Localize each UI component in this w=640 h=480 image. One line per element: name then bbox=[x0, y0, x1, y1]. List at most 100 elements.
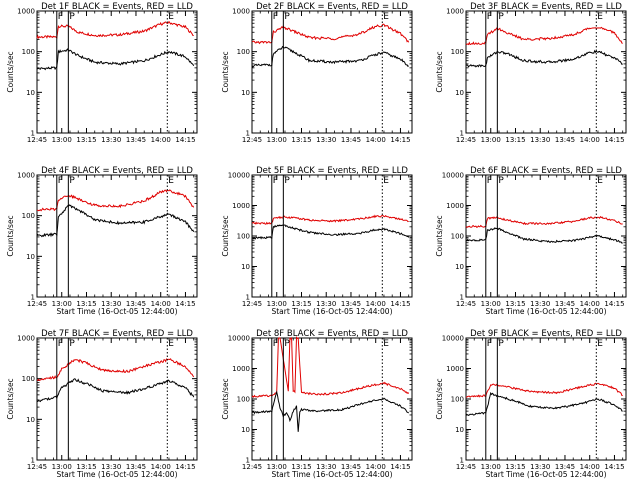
marker-label-F: F bbox=[273, 176, 278, 186]
x-tick-label: 13:00 bbox=[267, 136, 287, 144]
x-tick-label: 13:45 bbox=[126, 463, 146, 471]
lld-series-line bbox=[251, 214, 409, 225]
marker-label-F: F bbox=[487, 339, 492, 349]
y-tick-label: 1000 bbox=[232, 365, 250, 373]
x-tick-label: 13:30 bbox=[316, 136, 336, 144]
y-tick-label: 1 bbox=[31, 294, 35, 302]
x-tick-label: 13:00 bbox=[481, 136, 501, 144]
y-tick-label: 10000 bbox=[442, 172, 464, 180]
x-tick-label: 14:00 bbox=[580, 300, 600, 308]
panel-title: Det 8F BLACK = Events, RED = LLD bbox=[256, 329, 408, 339]
plot-frame bbox=[251, 10, 413, 134]
y-axis-label: Counts/sec bbox=[435, 51, 444, 92]
marker-label-P: P bbox=[284, 12, 290, 22]
x-axis-label: Start Time (16-Oct-05 12:44:00) bbox=[271, 470, 392, 479]
y-tick-label: 10 bbox=[241, 89, 250, 97]
y-axis-label: Counts/sec bbox=[221, 215, 230, 256]
marker-label-F: F bbox=[58, 339, 63, 349]
lld-series-line bbox=[36, 358, 195, 382]
x-tick-label: 13:15 bbox=[291, 300, 311, 308]
y-tick-label: 100 bbox=[451, 48, 464, 56]
events-series-line bbox=[251, 390, 409, 432]
y-axis-label: Counts/sec bbox=[6, 51, 15, 92]
y-tick-label: 1 bbox=[460, 457, 464, 465]
panel-title: Det 4F BLACK = Events, RED = LLD bbox=[41, 166, 193, 176]
marker-label-E: E bbox=[383, 12, 389, 22]
x-tick-label: 13:30 bbox=[101, 463, 121, 471]
x-axis-label: Start Time (16-Oct-05 12:44:00) bbox=[56, 307, 177, 316]
x-tick-label: 13:15 bbox=[76, 136, 96, 144]
y-tick-label: 1 bbox=[246, 294, 250, 302]
x-tick-label: 12:45 bbox=[456, 300, 476, 308]
panel-det-1: Det 1F BLACK = Events, RED = LLD 1 10 100 10… bbox=[6, 2, 198, 144]
x-tick-label: 13:45 bbox=[341, 463, 361, 471]
plot-frame bbox=[251, 337, 413, 461]
marker-label-E: E bbox=[597, 339, 603, 349]
y-tick-label: 1000 bbox=[232, 8, 250, 16]
events-series-line bbox=[36, 378, 195, 403]
x-tick-label: 13:30 bbox=[101, 136, 121, 144]
x-tick-label: 13:30 bbox=[316, 463, 336, 471]
panel-det-5: Det 5F BLACK = Events, RED = LLD 1 10 100 10… bbox=[221, 166, 413, 316]
x-tick-label: 13:00 bbox=[52, 300, 72, 308]
marker-label-F: F bbox=[58, 176, 63, 186]
y-tick-label: 100 bbox=[237, 396, 250, 404]
panel-title: Det 7F BLACK = Events, RED = LLD bbox=[41, 329, 193, 339]
marker-label-F: F bbox=[273, 12, 278, 22]
lld-series-line bbox=[251, 23, 410, 45]
marker-label-F: F bbox=[58, 12, 63, 22]
marker-label-E: E bbox=[383, 176, 389, 186]
y-tick-label: 100 bbox=[237, 48, 250, 56]
x-tick-label: 12:45 bbox=[27, 463, 47, 471]
y-tick-label: 10 bbox=[26, 416, 35, 424]
x-tick-label: 13:45 bbox=[126, 136, 146, 144]
x-tick-label: 14:00 bbox=[580, 136, 600, 144]
x-tick-label: 13:45 bbox=[341, 136, 361, 144]
x-tick-label: 13:00 bbox=[267, 300, 287, 308]
x-tick-label: 13:30 bbox=[530, 136, 550, 144]
plot-frame bbox=[465, 10, 627, 134]
x-tick-label: 13:30 bbox=[530, 463, 550, 471]
y-tick-label: 1 bbox=[460, 130, 464, 138]
marker-label-F: F bbox=[487, 176, 492, 186]
x-tick-label: 13:15 bbox=[505, 300, 525, 308]
events-series-line bbox=[465, 391, 623, 416]
y-tick-label: 1000 bbox=[232, 202, 250, 210]
x-tick-label: 12:45 bbox=[242, 136, 262, 144]
x-axis-label: Start Time (16-Oct-05 12:44:00) bbox=[271, 307, 392, 316]
y-tick-label: 1000 bbox=[446, 202, 464, 210]
x-tick-label: 13:00 bbox=[52, 136, 72, 144]
panel-title: Det 2F BLACK = Events, RED = LLD bbox=[256, 2, 408, 12]
y-tick-label: 1 bbox=[246, 130, 250, 138]
x-tick-label: 12:45 bbox=[456, 136, 476, 144]
lld-series-line bbox=[251, 336, 410, 398]
x-tick-label: 14:15 bbox=[390, 136, 410, 144]
x-tick-label: 14:00 bbox=[366, 463, 386, 471]
marker-label-E: E bbox=[168, 176, 174, 186]
marker-label-P: P bbox=[498, 339, 504, 349]
marker-label-P: P bbox=[69, 176, 75, 186]
x-axis-label: Start Time (16-Oct-05 12:44:00) bbox=[485, 470, 606, 479]
y-tick-label: 10000 bbox=[442, 335, 464, 343]
panel-det-2: Det 2F BLACK = Events, RED = LLD 1 10 100 10… bbox=[221, 2, 413, 144]
panel-det-8: Det 8F BLACK = Events, RED = LLD 1 10 100 10… bbox=[221, 329, 413, 479]
marker-label-E: E bbox=[168, 12, 174, 22]
x-tick-label: 13:15 bbox=[291, 463, 311, 471]
y-axis-label: Counts/sec bbox=[6, 378, 15, 419]
x-tick-label: 13:45 bbox=[555, 463, 575, 471]
y-tick-label: 1000 bbox=[446, 8, 464, 16]
y-tick-label: 100 bbox=[237, 233, 250, 241]
y-tick-label: 10 bbox=[455, 426, 464, 434]
x-tick-label: 12:45 bbox=[242, 300, 262, 308]
y-axis-label: Counts/sec bbox=[6, 215, 15, 256]
y-tick-label: 10 bbox=[26, 89, 35, 97]
x-axis-label: Start Time (16-Oct-05 12:44:00) bbox=[485, 307, 606, 316]
panel-title: Det 6F BLACK = Events, RED = LLD bbox=[470, 166, 622, 176]
panel-det-9: Det 9F BLACK = Events, RED = LLD 1 10 100 10… bbox=[435, 329, 627, 479]
marker-label-P: P bbox=[284, 339, 290, 349]
x-tick-label: 12:45 bbox=[27, 136, 47, 144]
marker-label-E: E bbox=[168, 339, 174, 349]
x-tick-label: 13:00 bbox=[52, 463, 72, 471]
y-tick-label: 1 bbox=[31, 130, 35, 138]
